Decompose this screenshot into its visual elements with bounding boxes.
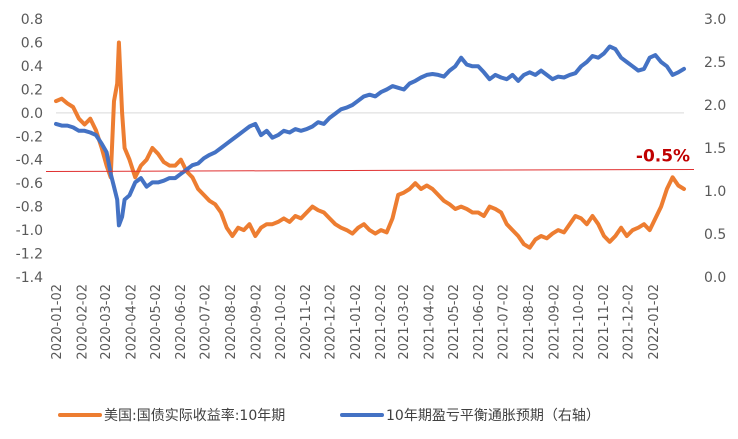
- x-tick-label: 2020-02-02: [75, 284, 90, 360]
- right-tick-label: 1.0: [704, 184, 726, 200]
- left-tick-label: 0.0: [21, 106, 43, 122]
- right-tick-label: 2.0: [704, 98, 726, 114]
- x-tick-label: 2021-03-02: [397, 284, 412, 360]
- left-tick-label: -0.6: [16, 176, 43, 192]
- left-axis-ticks: 0.8 0.6 0.4 0.2 0.0 -0.2 -0.4 -0.6 -0.8 -1.0 -1.2 -…: [16, 12, 43, 286]
- x-tick-label: 2021-12-02: [622, 284, 637, 360]
- x-axis-ticks: 2020-01-02 2020-02-02 2020-03-02 2020-04-02…: [50, 284, 662, 360]
- x-tick-label: 2021-10-02: [572, 284, 587, 360]
- reference-line-label: -0.5%: [636, 146, 690, 166]
- left-tick-label: -0.8: [16, 200, 43, 216]
- right-axis-ticks: 3.0 2.5 2.0 1.5 1.0 0.5 0.0: [704, 12, 726, 286]
- left-tick-label: 0.6: [21, 35, 43, 51]
- x-tick-label: 2021-05-02: [447, 284, 462, 360]
- x-tick-label: 2021-09-02: [547, 284, 562, 360]
- x-tick-label: 2021-02-02: [374, 284, 389, 360]
- x-tick-label: 2021-04-02: [422, 284, 437, 360]
- x-tick-label: 2021-06-02: [472, 284, 487, 360]
- reference-line: [45, 168, 695, 172]
- right-tick-label: 1.5: [704, 141, 726, 157]
- x-tick-label: 2020-04-02: [124, 284, 139, 360]
- left-tick-label: -0.2: [16, 129, 43, 145]
- x-tick-label: 2020-01-02: [50, 284, 65, 360]
- x-tick-label: 2021-07-02: [497, 284, 512, 360]
- left-tick-label: 0.4: [21, 59, 43, 75]
- left-tick-label: -1.0: [16, 223, 43, 239]
- x-tick-label: 2020-07-02: [199, 284, 214, 360]
- right-tick-label: 0.0: [704, 270, 726, 286]
- x-tick-label: 2020-09-02: [249, 284, 264, 360]
- legend-label-real-yield: 美国:国债实际收益率:10年期: [104, 407, 285, 424]
- series-line-breakeven: [54, 44, 686, 228]
- left-tick-label: -1.2: [16, 247, 43, 263]
- x-tick-label: 2020-05-02: [149, 284, 164, 360]
- right-tick-label: 3.0: [704, 12, 726, 28]
- x-tick-label: 2022-01-02: [647, 284, 662, 360]
- x-tick-label: 2020-10-02: [274, 284, 289, 360]
- left-tick-label: 0.8: [21, 12, 43, 28]
- x-tick-label: 2021-11-02: [597, 284, 612, 360]
- legend-label-breakeven: 10年期盈亏平衡通胀预期（右轴）: [386, 408, 600, 424]
- right-tick-label: 2.5: [704, 55, 726, 71]
- series-layer: [54, 40, 686, 250]
- right-tick-label: 0.5: [704, 227, 726, 243]
- x-tick-label: 2020-06-02: [174, 284, 189, 360]
- series-line-real-yield: [54, 40, 686, 250]
- x-tick-label: 2020-08-02: [224, 284, 239, 360]
- x-tick-label: 2020-11-02: [299, 284, 314, 360]
- x-tick-label: 2020-12-02: [324, 284, 339, 360]
- left-tick-label: -1.4: [16, 270, 43, 286]
- x-tick-label: 2020-03-02: [99, 284, 114, 360]
- left-tick-label: -0.4: [16, 153, 43, 169]
- x-tick-label: 2021-08-02: [522, 284, 537, 360]
- left-tick-label: 0.2: [21, 82, 43, 98]
- x-tick-label: 2021-01-02: [349, 284, 364, 360]
- legend: 美国:国债实际收益率:10年期 10年期盈亏平衡通胀预期（右轴）: [58, 407, 600, 424]
